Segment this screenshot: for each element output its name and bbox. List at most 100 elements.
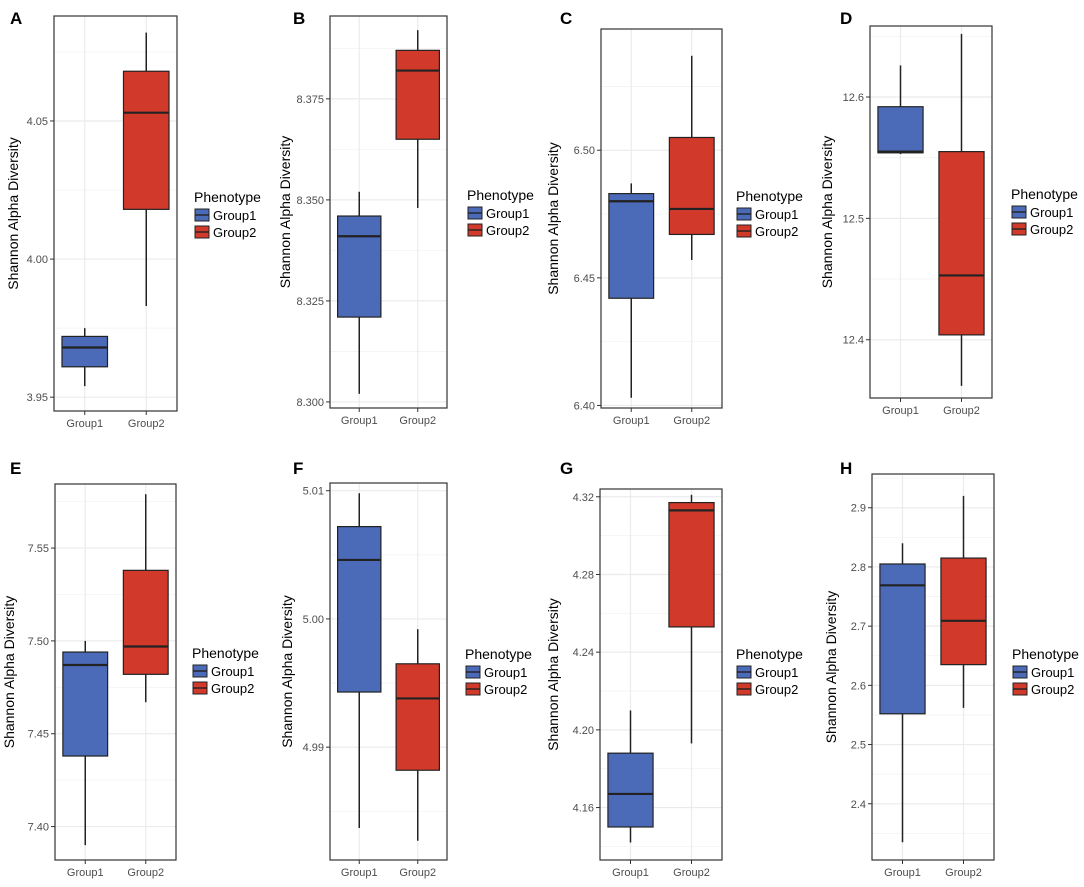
panel-f: F 4.99 5.00 5.01 Group1 Group2 Shannon Alpha D… (279, 459, 532, 879)
y-tick-label: 12.6 (843, 92, 864, 104)
y-axis-title: Shannon Alpha Diversity (823, 591, 839, 744)
y-tick-label: 2.7 (851, 621, 866, 633)
x-tick-label: Group1 (612, 867, 649, 879)
legend-label-group2: Group2 (211, 681, 254, 696)
panel-g: G 4.16 4.20 4.24 4.28 4.32 Group1 Group2 Shannon… (545, 459, 803, 879)
box-group1 (61, 328, 109, 387)
y-tick-label: 8.350 (296, 195, 324, 207)
y-tick-label: 7.50 (28, 636, 49, 648)
box-group1 (607, 710, 654, 843)
x-tick-label: Group1 (882, 405, 919, 417)
x-tick-label: Group1 (67, 867, 104, 879)
y-tick-label: 2.6 (851, 680, 866, 692)
legend-label-group2: Group2 (1031, 682, 1074, 697)
y-axis-title: Shannon Alpha Diversity (277, 136, 293, 289)
x-tick-label: Group2 (127, 867, 164, 879)
legend-label-group2: Group2 (484, 682, 527, 697)
panel-label: G (560, 459, 573, 478)
y-tick-label: 4.20 (573, 725, 594, 737)
legend: Phenotype Group1 Group2 (194, 189, 261, 240)
box-group2 (938, 33, 985, 386)
box-group1 (608, 183, 655, 398)
legend: Phenotype Group1 Group2 (736, 188, 803, 239)
box-iqr (61, 335, 109, 368)
panel-b: B 8.300 8.325 8.350 8.375 Group1 Group2 Shannon… (277, 9, 534, 427)
y-tick-label: 2.9 (851, 503, 866, 515)
panel-label: F (293, 459, 303, 478)
box-iqr (607, 752, 654, 828)
y-tick-label: 12.4 (843, 335, 864, 347)
box-iqr (938, 151, 985, 336)
y-tick-label: 4.28 (573, 569, 594, 581)
panel-label: A (10, 9, 22, 28)
box-iqr (879, 563, 926, 715)
x-tick-label: Group2 (128, 418, 165, 430)
y-axis-title: Shannon Alpha Diversity (545, 142, 561, 295)
y-tick-label: 12.5 (843, 213, 864, 225)
y-axis-title: Shannon Alpha Diversity (279, 595, 295, 748)
legend-title: Phenotype (1012, 646, 1079, 662)
y-tick-label: 8.325 (296, 296, 324, 308)
box-iqr (337, 215, 382, 318)
y-tick-label: 7.45 (28, 729, 49, 741)
legend-label-group1: Group1 (1031, 665, 1074, 680)
panel-label: H (840, 459, 852, 478)
legend-label-group2: Group2 (755, 682, 798, 697)
y-tick-label: 4.24 (573, 647, 594, 659)
y-tick-label: 4.05 (27, 116, 48, 128)
y-tick-label: 2.5 (851, 740, 866, 752)
legend-title: Phenotype (1011, 186, 1078, 202)
box-iqr (668, 136, 715, 236)
plot-border (329, 15, 448, 409)
panel-d: D 12.4 12.5 12.6 Group1 Group2 Shannon Alpha D… (819, 9, 1078, 417)
box-group2 (122, 32, 170, 307)
x-tick-label: Group1 (66, 418, 103, 430)
y-tick-label: 2.8 (851, 562, 866, 574)
legend: Phenotype Group1 Group2 (1012, 646, 1079, 697)
box-iqr (608, 193, 655, 299)
box-group1 (877, 65, 924, 155)
legend: Phenotype Group1 Group2 (192, 645, 259, 696)
y-tick-label: 7.40 (28, 822, 49, 834)
y-tick-label: 6.45 (574, 273, 595, 285)
box-group2 (122, 494, 169, 703)
box-iqr (668, 501, 715, 628)
box-iqr (62, 651, 109, 757)
legend-title: Phenotype (192, 645, 259, 661)
y-tick-label: 8.300 (296, 397, 324, 409)
plot-border (53, 15, 178, 412)
y-tick-label: 5.01 (303, 486, 324, 498)
y-tick-label: 2.4 (851, 799, 866, 811)
plot-border (599, 488, 723, 861)
panel-label: B (293, 9, 305, 28)
legend-label-group1: Group1 (213, 208, 256, 223)
x-tick-label: Group1 (613, 415, 650, 427)
x-tick-label: Group2 (945, 867, 982, 879)
y-tick-label: 4.32 (573, 492, 594, 504)
legend-label-group2: Group2 (213, 225, 256, 240)
legend-title: Phenotype (736, 646, 803, 662)
box-group2 (668, 55, 715, 260)
legend-label-group2: Group2 (486, 223, 529, 238)
x-tick-label: Group1 (341, 867, 378, 879)
legend-title: Phenotype (736, 188, 803, 204)
y-tick-label: 3.95 (27, 392, 48, 404)
x-tick-label: Group1 (884, 867, 921, 879)
plot-border (869, 25, 993, 399)
legend-label-group1: Group1 (755, 665, 798, 680)
plot-border (329, 482, 448, 861)
x-tick-label: Group2 (943, 405, 980, 417)
box-group2 (395, 30, 440, 208)
y-tick-label: 6.40 (574, 400, 595, 412)
box-group2 (395, 629, 440, 841)
box-iqr (940, 557, 987, 666)
legend-label-group1: Group1 (486, 206, 529, 221)
box-iqr (122, 70, 170, 210)
legend: Phenotype Group1 Group2 (465, 646, 532, 697)
box-iqr (122, 569, 169, 675)
legend-label-group1: Group1 (1030, 205, 1073, 220)
plot-border (600, 28, 723, 409)
legend-title: Phenotype (194, 189, 261, 205)
panel-h: H 2.4 2.5 2.6 2.7 2.8 2.9 Group1 Group2 Shannon A… (823, 459, 1079, 879)
